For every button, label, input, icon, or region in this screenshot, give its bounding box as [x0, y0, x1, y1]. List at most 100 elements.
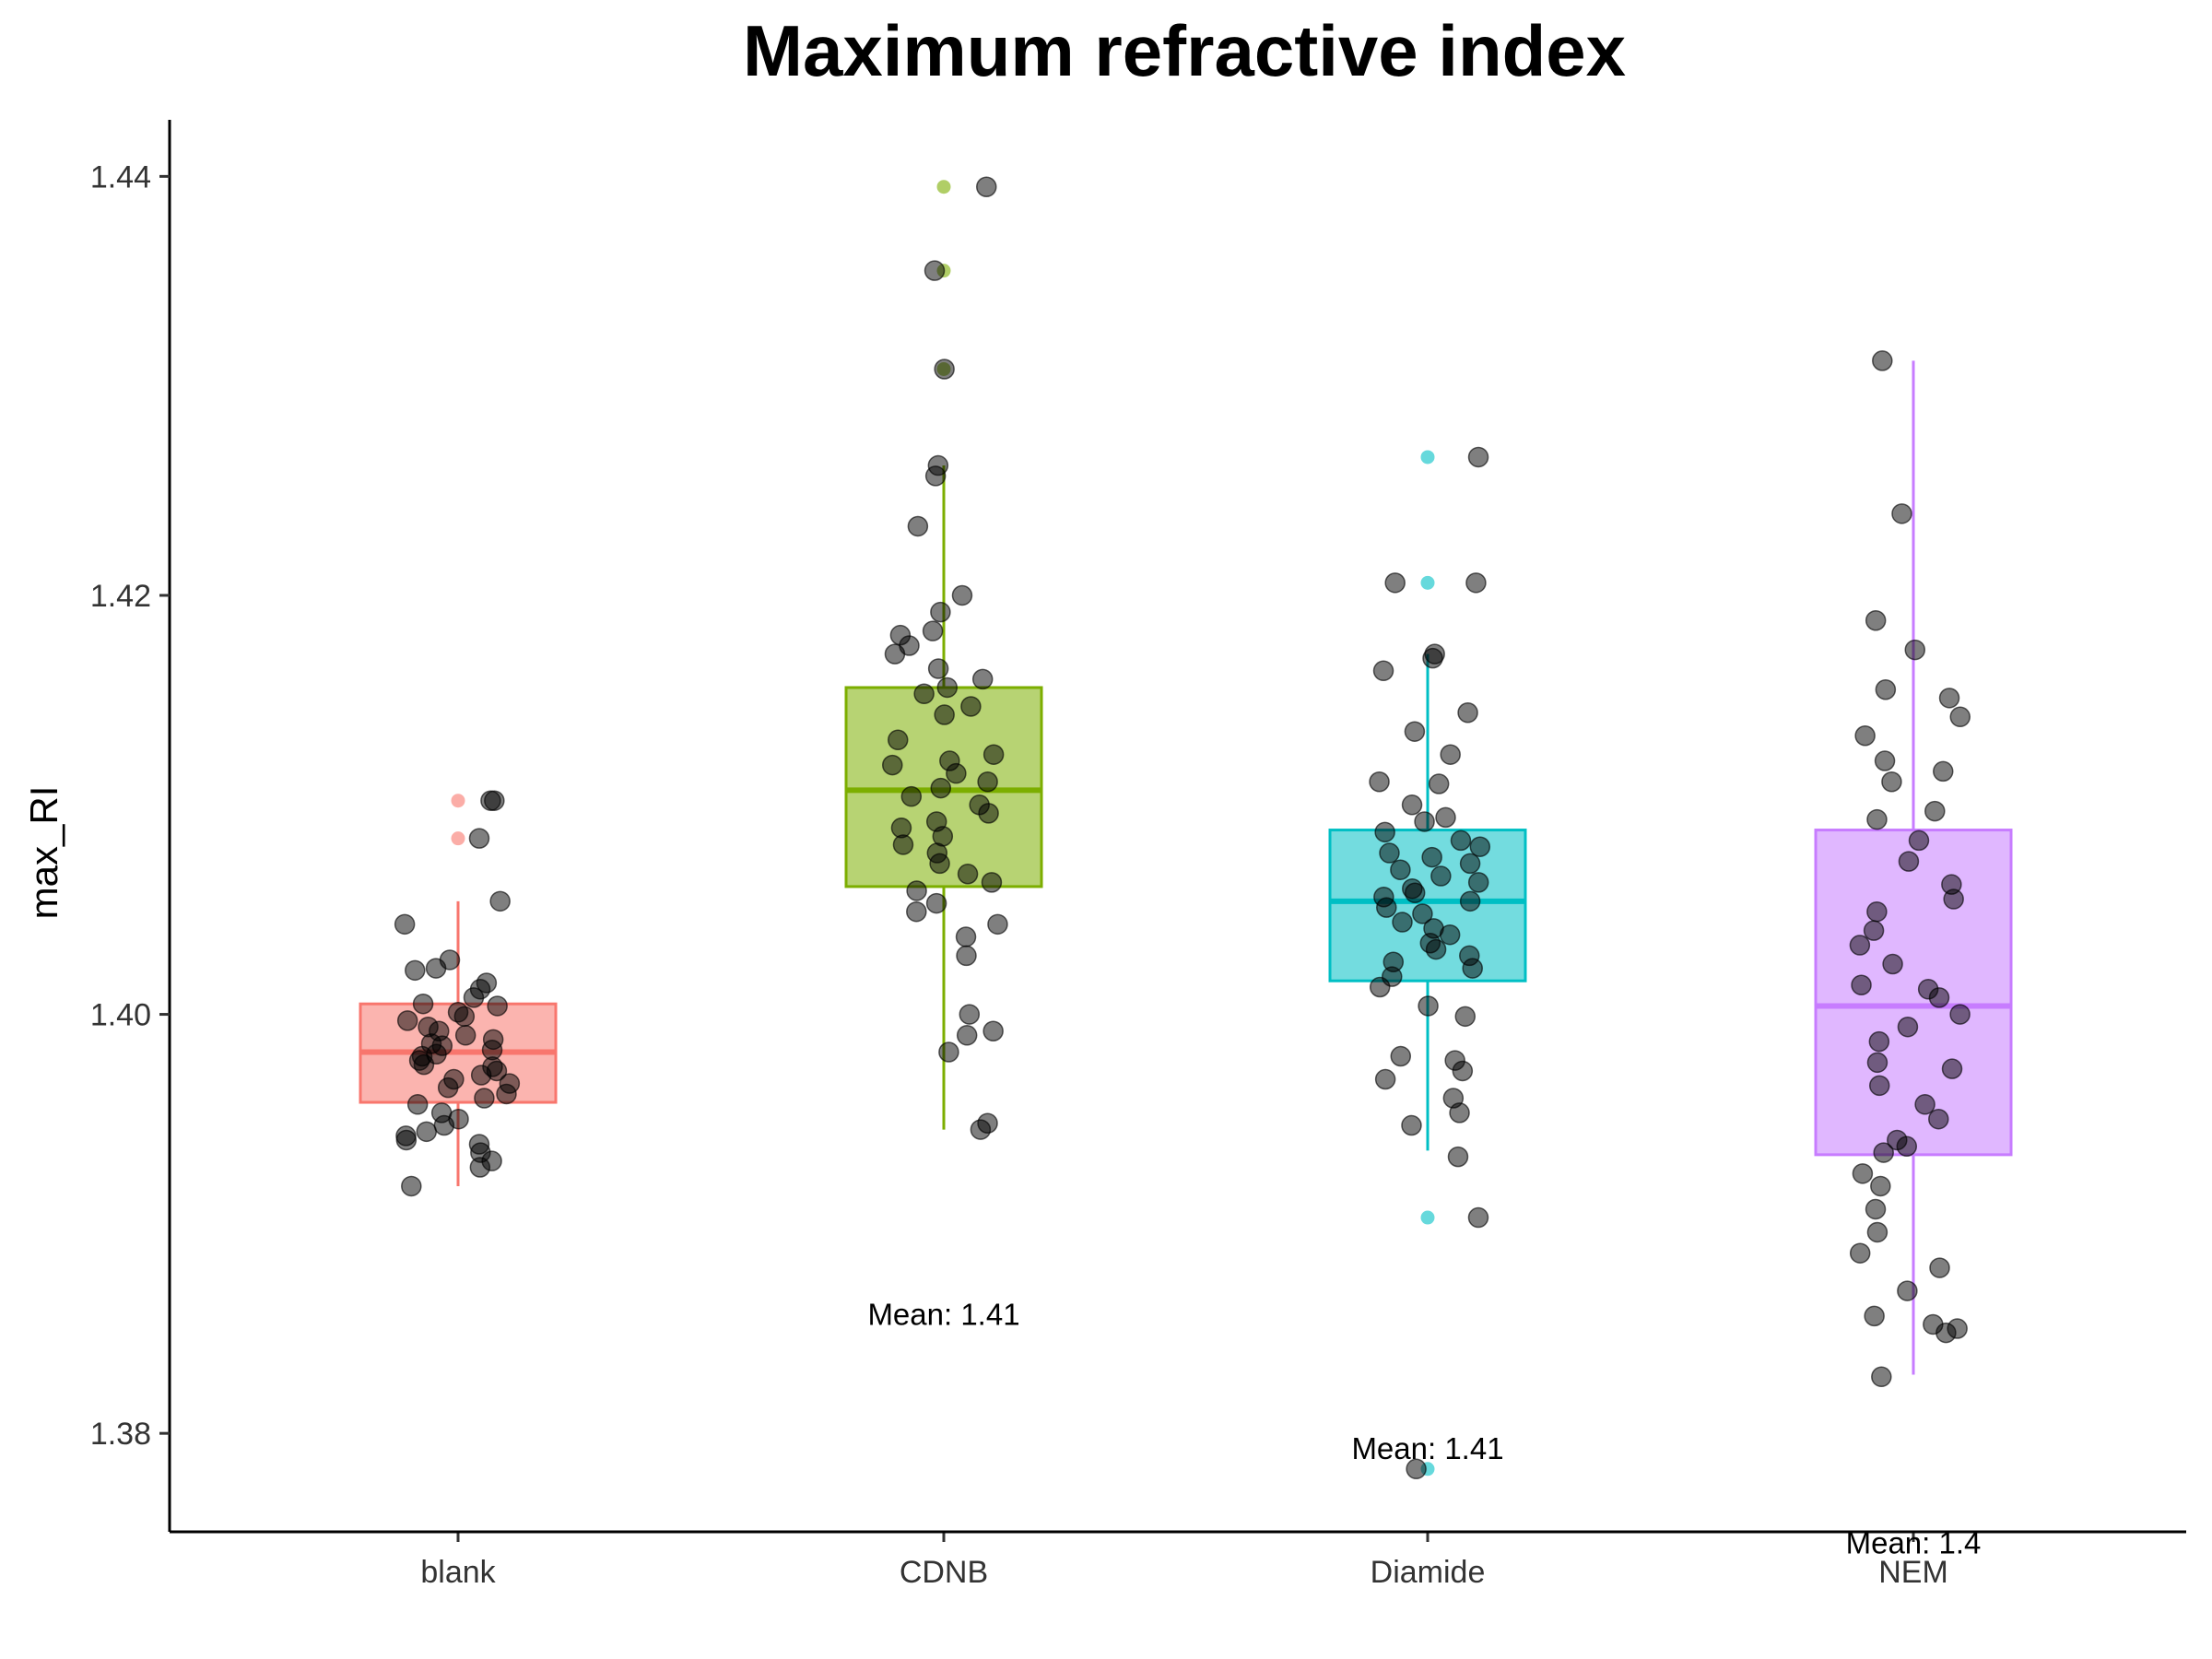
box-Diamide: [1328, 450, 1527, 1477]
data-point: [956, 945, 977, 967]
data-point: [484, 790, 505, 811]
data-point: [1852, 1163, 1874, 1184]
outlier-point: [1420, 1210, 1435, 1225]
data-point: [425, 958, 447, 979]
outlier-point: [936, 180, 951, 194]
data-point: [1870, 1175, 1891, 1197]
data-point: [496, 1083, 517, 1105]
data-point: [946, 762, 967, 784]
data-point: [1469, 836, 1491, 857]
data-point: [1372, 660, 1394, 682]
data-point: [971, 668, 994, 690]
data-point: [884, 643, 906, 665]
data-point: [927, 658, 949, 679]
data-point: [1452, 1060, 1474, 1082]
data-point: [1891, 503, 1912, 524]
data-point: [470, 1065, 492, 1086]
data-point: [959, 1004, 981, 1025]
data-point: [900, 785, 923, 807]
data-point: [957, 864, 979, 885]
plot-area: 1.38 1.40 1.42 1.44 blank CDNB Diamide NEM Mean:…: [90, 120, 2186, 1590]
data-point: [887, 729, 909, 751]
data-point: [1435, 806, 1456, 829]
data-point: [1875, 679, 1897, 700]
data-point: [1936, 1322, 1957, 1344]
data-point: [394, 913, 416, 935]
data-point: [1462, 958, 1483, 979]
mean-label: Mean: 1.41: [867, 1298, 1019, 1332]
data-point: [1390, 1045, 1412, 1067]
data-point: [1421, 846, 1442, 868]
data-point: [929, 853, 950, 875]
data-point: [1882, 953, 1903, 975]
data-point: [406, 1094, 429, 1115]
data-point: [396, 1010, 418, 1031]
data-point: [1854, 725, 1876, 747]
data-point: [1924, 800, 1946, 822]
data-point: [489, 890, 511, 912]
box-iqr: [1814, 829, 2013, 1157]
x-tick-label: CDNB: [900, 1555, 988, 1590]
data-point: [976, 176, 997, 197]
data-point: [1949, 706, 1971, 728]
data-point: [1428, 773, 1450, 794]
data-point: [907, 515, 929, 537]
data-point: [978, 803, 999, 824]
data-point: [1459, 890, 1481, 912]
data-point: [1943, 888, 1964, 910]
data-point: [1467, 1206, 1489, 1229]
data-point: [1868, 1075, 1890, 1097]
data-point: [1374, 821, 1395, 843]
data-point: [1904, 639, 1926, 661]
data-point: [936, 677, 959, 699]
jitter-Diamide: [1369, 446, 1491, 1480]
data-point: [1392, 912, 1413, 933]
box-NEM: [1814, 360, 2013, 1375]
data-point: [1422, 647, 1443, 669]
data-point: [1863, 920, 1885, 941]
data-point: [1866, 1221, 1888, 1243]
data-point: [1430, 865, 1452, 887]
data-point: [1465, 572, 1487, 594]
data-point: [934, 704, 955, 725]
data-point: [1897, 1280, 1918, 1301]
data-point: [913, 683, 935, 705]
data-point: [1933, 760, 1954, 782]
data-point: [882, 754, 903, 776]
data-point: [468, 828, 490, 849]
data-point: [1447, 1146, 1469, 1168]
data-point: [1881, 771, 1902, 793]
data-point: [924, 465, 947, 487]
data-point: [1425, 938, 1447, 960]
data-point: [1457, 702, 1478, 724]
data-point: [395, 1129, 418, 1151]
data-point: [1450, 830, 1472, 852]
outlier-point: [451, 794, 465, 808]
data-point: [1401, 794, 1423, 816]
outlier-point: [1420, 450, 1435, 465]
data-point: [1406, 1458, 1427, 1480]
data-point: [1449, 1102, 1470, 1124]
data-point: [951, 584, 973, 606]
jitter-blank: [394, 790, 521, 1197]
data-point: [405, 959, 426, 982]
data-point: [922, 620, 944, 641]
data-point: [416, 1121, 438, 1143]
data-point: [1454, 1006, 1477, 1028]
data-point: [1897, 1016, 1919, 1038]
data-point: [1941, 1058, 1963, 1079]
data-point: [1872, 350, 1893, 371]
data-point: [454, 1025, 477, 1046]
data-point: [453, 1006, 476, 1028]
data-point: [981, 872, 1003, 893]
data-point: [930, 777, 952, 799]
data-point: [1866, 808, 1888, 830]
data-point: [1929, 1257, 1950, 1278]
y-tick-label: 1.38: [90, 1417, 151, 1452]
jitter-CDNB: [882, 176, 1008, 1140]
data-point: [1864, 1305, 1885, 1327]
data-point: [463, 987, 485, 1008]
data-point: [1369, 771, 1390, 793]
data-point: [1459, 853, 1481, 875]
